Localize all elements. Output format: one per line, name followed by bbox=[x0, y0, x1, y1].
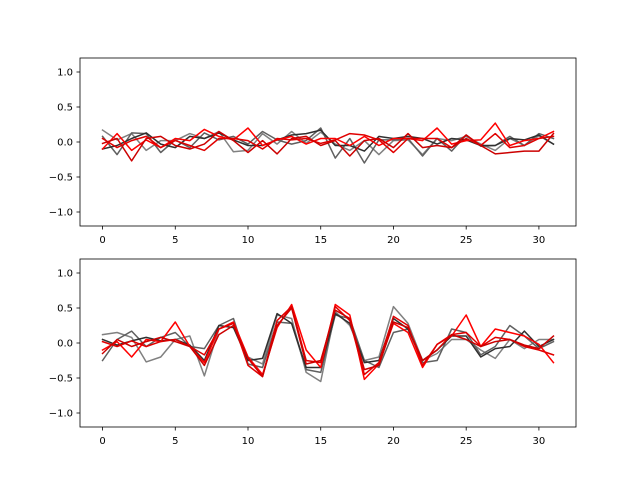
subplot-1: 0 5 10 15 20 25 30 −1.0 −0.5 0.0 0.5 1.0 bbox=[49, 57, 577, 246]
x-tick-label: 25 bbox=[460, 436, 473, 447]
y-tick-label: 0.5 bbox=[57, 103, 73, 114]
series-line-6 bbox=[101, 130, 555, 162]
series-group bbox=[101, 303, 555, 383]
series-line-4 bbox=[101, 122, 555, 152]
x-tick-label: 0 bbox=[99, 436, 105, 447]
subplot-2: 0 5 10 15 20 25 30 −1.0 −0.5 0.0 0.5 1.0 bbox=[49, 258, 577, 447]
y-tick-label: −0.5 bbox=[49, 173, 73, 184]
x-tick-label: 25 bbox=[460, 235, 473, 246]
x-tick-label: 20 bbox=[387, 235, 400, 246]
y-tick-label: −0.5 bbox=[49, 374, 73, 385]
subplots: 0 5 10 15 20 25 30 −1.0 −0.5 0.0 0.5 1.0 0 5 10 15 20 25 3… bbox=[49, 57, 577, 447]
x-tick-label: 30 bbox=[533, 235, 546, 246]
x-tick-label: 10 bbox=[242, 436, 255, 447]
y-tick-label: 0.5 bbox=[57, 304, 73, 315]
y-tick-label: 1.0 bbox=[57, 68, 73, 79]
x-tick-label: 5 bbox=[172, 235, 178, 246]
x-tick-label: 15 bbox=[314, 235, 327, 246]
y-tick-label: 1.0 bbox=[57, 269, 73, 280]
series-line-6 bbox=[101, 307, 555, 378]
series-group bbox=[101, 122, 555, 164]
x-tick-label: 15 bbox=[314, 436, 327, 447]
series-line-2 bbox=[101, 314, 555, 374]
x-tick-label: 0 bbox=[99, 235, 105, 246]
y-tick-label: 0.0 bbox=[57, 339, 73, 350]
x-tick-label: 10 bbox=[242, 235, 255, 246]
x-tick-label: 5 bbox=[172, 436, 178, 447]
y-tick-label: −1.0 bbox=[49, 208, 73, 219]
x-tick-label: 20 bbox=[387, 436, 400, 447]
x-tick-label: 30 bbox=[533, 436, 546, 447]
y-tick-label: −1.0 bbox=[49, 409, 73, 420]
y-tick-label: 0.0 bbox=[57, 138, 73, 149]
